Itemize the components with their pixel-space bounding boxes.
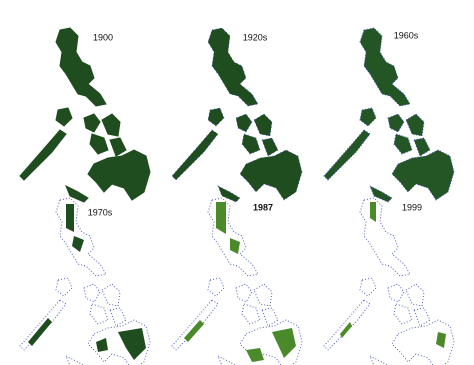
map-label: 1900 [93,32,113,42]
map-panel [323,27,455,203]
map-panel [171,27,303,203]
map-panel [19,27,151,203]
map-label: 1987 [253,202,273,212]
map-panel [171,197,303,365]
forest-patches [28,204,146,360]
forest-map [19,27,151,203]
map-label: 1999 [402,202,422,212]
map-panel [19,197,151,365]
forest-map [171,27,303,203]
outline-map [323,197,455,365]
map-label: 1960s [394,30,419,40]
forest-patches [184,202,296,362]
forest-map [323,27,455,203]
map-panel [323,197,455,365]
map-label: 1920s [243,32,268,42]
map-label: 1970s [88,207,113,217]
forest-patches [340,202,446,348]
